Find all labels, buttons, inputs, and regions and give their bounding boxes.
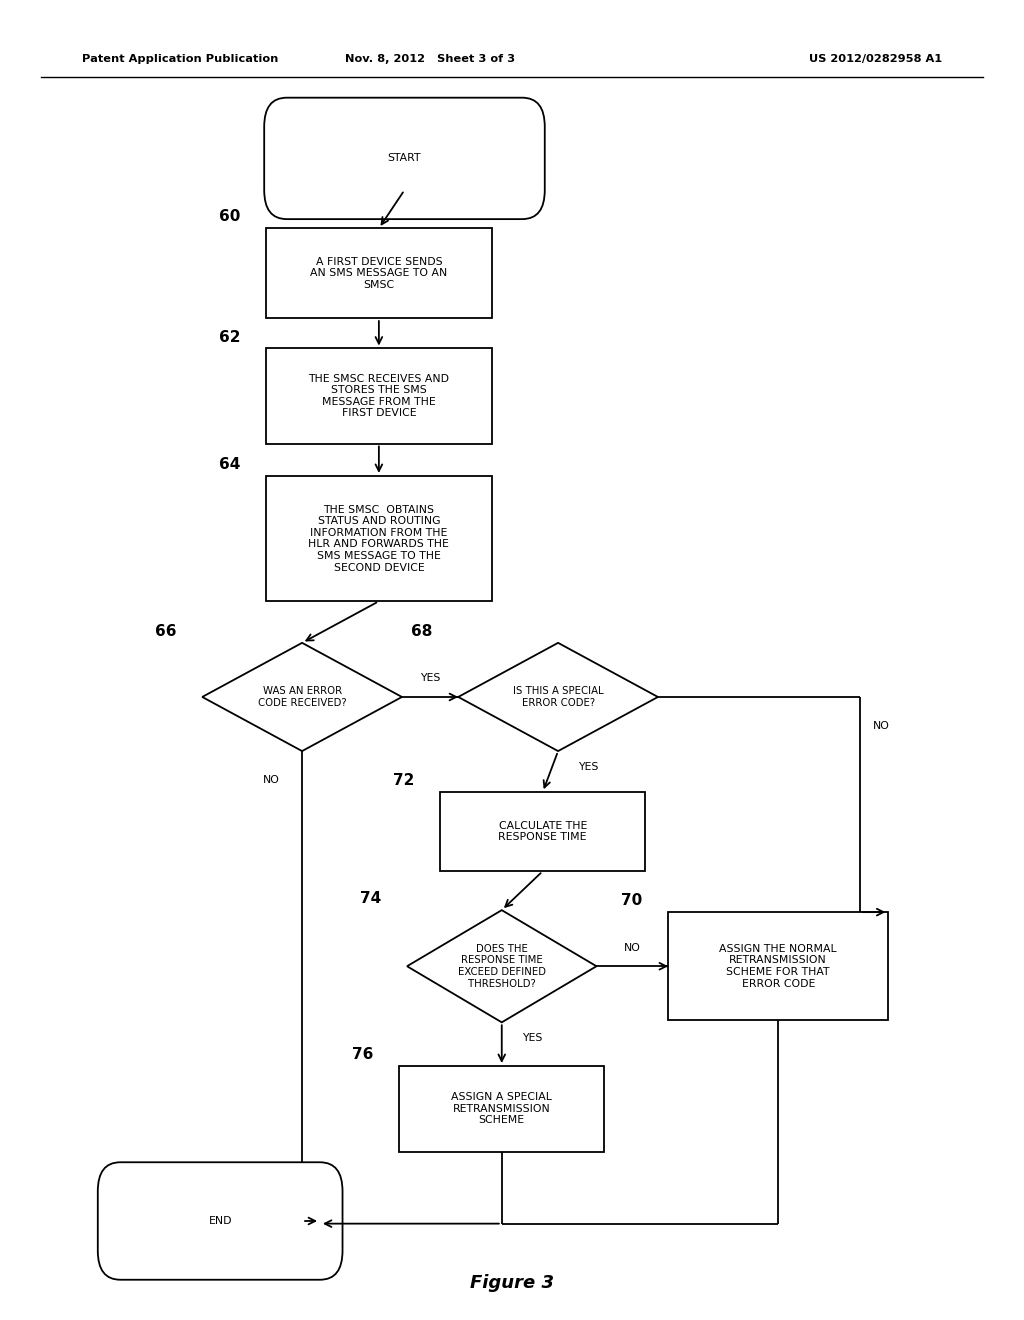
Text: IS THIS A SPECIAL
ERROR CODE?: IS THIS A SPECIAL ERROR CODE? [513,686,603,708]
Text: 72: 72 [393,774,415,788]
Bar [668,912,888,1020]
Text: ASSIGN A SPECIAL
RETRANSMISSION
SCHEME: ASSIGN A SPECIAL RETRANSMISSION SCHEME [452,1092,552,1126]
FancyBboxPatch shape [264,98,545,219]
Text: YES: YES [420,673,440,684]
Text: THE SMSC  OBTAINS
STATUS AND ROUTING
INFORMATION FROM THE
HLR AND FORWARDS THE
S: THE SMSC OBTAINS STATUS AND ROUTING INFO… [308,504,450,573]
Text: Patent Application Publication: Patent Application Publication [82,54,279,65]
Text: 60: 60 [219,210,241,224]
Polygon shape [407,911,596,1022]
Text: 70: 70 [622,894,643,908]
FancyBboxPatch shape [98,1163,342,1280]
Text: NO: NO [872,721,889,731]
Text: CALCULATE THE
RESPONSE TIME: CALCULATE THE RESPONSE TIME [499,821,587,842]
Text: NO: NO [624,942,641,953]
Text: NO: NO [263,775,280,785]
Text: YES: YES [579,762,599,772]
Text: 62: 62 [219,330,241,345]
Text: Figure 3: Figure 3 [470,1274,554,1292]
Bar [266,228,492,318]
Bar [440,792,645,871]
Text: A FIRST DEVICE SENDS
AN SMS MESSAGE TO AN
SMSC: A FIRST DEVICE SENDS AN SMS MESSAGE TO A… [310,256,447,290]
Text: US 2012/0282958 A1: US 2012/0282958 A1 [809,54,942,65]
Bar [399,1067,604,1151]
Bar [266,477,492,602]
Text: ASSIGN THE NORMAL
RETRANSMISSION
SCHEME FOR THAT
ERROR CODE: ASSIGN THE NORMAL RETRANSMISSION SCHEME … [720,944,837,989]
Text: 66: 66 [156,624,176,639]
Text: THE SMSC RECEIVES AND
STORES THE SMS
MESSAGE FROM THE
FIRST DEVICE: THE SMSC RECEIVES AND STORES THE SMS MES… [308,374,450,418]
Polygon shape [459,643,658,751]
Polygon shape [202,643,401,751]
Text: WAS AN ERROR
CODE RECEIVED?: WAS AN ERROR CODE RECEIVED? [258,686,346,708]
Text: START: START [388,153,421,164]
Text: 74: 74 [360,891,381,906]
Text: Nov. 8, 2012   Sheet 3 of 3: Nov. 8, 2012 Sheet 3 of 3 [345,54,515,65]
Text: END: END [209,1216,231,1226]
Bar [266,348,492,444]
Text: DOES THE
RESPONSE TIME
EXCEED DEFINED
THRESHOLD?: DOES THE RESPONSE TIME EXCEED DEFINED TH… [458,944,546,989]
Text: 64: 64 [219,457,241,473]
Text: 76: 76 [352,1047,374,1061]
Text: YES: YES [522,1034,543,1043]
Text: 68: 68 [412,624,432,639]
